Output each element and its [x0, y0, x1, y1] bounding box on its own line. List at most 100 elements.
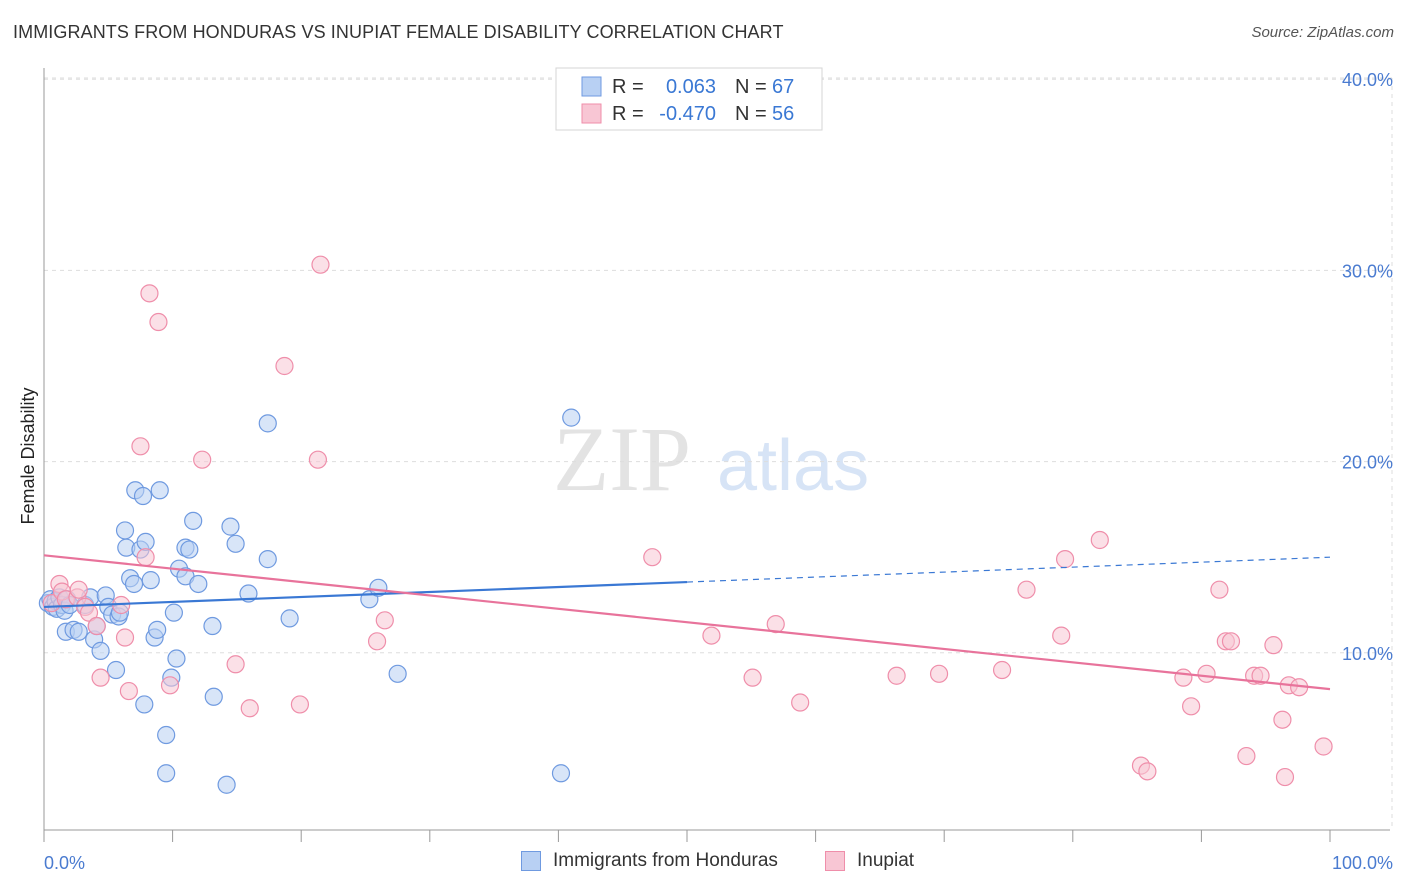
trend-lines — [43, 554, 1331, 691]
inupiat-point — [375, 611, 394, 630]
inupiat-point — [887, 666, 906, 685]
inupiat-point — [743, 668, 762, 687]
inupiat-point — [1174, 668, 1193, 687]
inupiat-point — [290, 695, 310, 714]
y-tick-label: 10.0% — [1342, 644, 1393, 664]
honduras-point — [157, 764, 176, 783]
honduras-point — [551, 764, 571, 783]
legend-item-inupiat: Inupiat — [825, 850, 914, 872]
inupiat-point — [119, 681, 138, 701]
stats-swatch-pink — [581, 103, 602, 124]
inupiat-point — [1138, 762, 1157, 781]
inupiat-point — [1275, 767, 1295, 787]
inupiat-point — [1052, 626, 1071, 645]
inupiat-point — [766, 615, 785, 634]
honduras-point — [150, 481, 169, 500]
stats-n-label-blue: N = — [735, 76, 767, 98]
stats-n-value-pink: 56 — [772, 103, 794, 125]
inupiat-point — [1273, 710, 1292, 729]
honduras-point — [221, 517, 240, 536]
inupiat-point — [87, 616, 106, 636]
inupiat-point — [160, 676, 180, 695]
x-tick-labels: 0.0% 100.0% — [44, 853, 1393, 873]
honduras-point — [369, 578, 388, 597]
inupiat-point — [367, 632, 387, 651]
inupiat-point — [69, 580, 88, 599]
inupiat-point — [240, 699, 259, 718]
inupiat-point — [1221, 632, 1241, 651]
stats-r-label-blue: R = — [612, 76, 644, 98]
inupiat-point — [131, 437, 150, 456]
y-tick-label: 20.0% — [1342, 453, 1393, 473]
inupiat-point — [308, 450, 328, 469]
legend-swatch-pink — [825, 851, 845, 871]
honduras-point — [164, 603, 183, 622]
honduras-point — [133, 486, 153, 506]
inupiat-point — [149, 312, 168, 332]
inupiat-point — [1197, 664, 1216, 683]
inupiat-point — [702, 626, 721, 645]
stats-r-value-pink: -0.470 — [659, 103, 716, 125]
inupiat-point — [1017, 580, 1036, 599]
watermark-atlas: atlas — [717, 426, 869, 506]
x-tick-label: 100.0% — [1332, 853, 1393, 873]
inupiat-point — [929, 664, 949, 683]
source-label: Source: ZipAtlas.com — [1251, 24, 1394, 41]
inupiat-point — [1251, 666, 1270, 685]
inupiat-point — [992, 660, 1012, 680]
honduras-point — [562, 408, 581, 427]
honduras-point — [226, 534, 245, 553]
honduras-point — [258, 414, 277, 433]
inupiat-point — [1182, 697, 1201, 716]
honduras-point — [204, 687, 223, 706]
stats-swatch-blue — [581, 76, 602, 97]
y-axis-title: Female Disability — [18, 387, 38, 524]
inupiat-point — [275, 356, 294, 376]
honduras-point — [106, 660, 126, 680]
y-tick-labels: 10.0% 20.0% 30.0% 40.0% — [1342, 70, 1393, 664]
honduras-point — [135, 695, 154, 714]
stats-n-label-pink: N = — [735, 103, 767, 125]
honduras-trend-extension — [686, 556, 1331, 583]
honduras-point — [115, 521, 135, 540]
inupiat-point — [115, 628, 135, 647]
data-points — [38, 255, 1333, 794]
chart-title: IMMIGRANTS FROM HONDURAS VS INUPIAT FEMA… — [13, 22, 784, 42]
stats-box: R = 0.063 N = 67 R = -0.470 N = 56 — [555, 67, 823, 131]
inupiat-point — [1210, 580, 1229, 599]
x-tick-label: 0.0% — [44, 853, 85, 873]
honduras-point — [388, 664, 407, 683]
inupiat-point — [91, 668, 110, 687]
inupiat-point — [1314, 737, 1333, 756]
honduras-point — [203, 616, 222, 636]
inupiat-point — [1055, 550, 1075, 569]
stats-r-value-blue: 0.063 — [666, 76, 716, 98]
honduras-point — [167, 649, 186, 668]
honduras-point — [280, 609, 299, 628]
honduras-point — [258, 550, 277, 569]
honduras-point — [180, 540, 199, 559]
honduras-point — [69, 622, 88, 641]
inupiat-point — [140, 284, 159, 303]
axes — [43, 68, 1390, 842]
legend: Immigrants from Honduras Inupiat — [0, 850, 1406, 880]
legend-swatch-blue — [521, 851, 541, 871]
honduras-point — [157, 725, 176, 745]
honduras-point — [217, 775, 236, 794]
honduras-point — [124, 574, 144, 594]
inupiat-point — [1264, 636, 1283, 655]
inupiat-point — [136, 548, 155, 567]
legend-item-honduras: Immigrants from Honduras — [521, 850, 778, 872]
inupiat-point — [791, 693, 810, 712]
inupiat-point — [193, 450, 212, 469]
honduras-point — [136, 532, 155, 552]
honduras-point — [141, 571, 160, 590]
honduras-point — [148, 620, 167, 639]
y-tick-label: 30.0% — [1342, 261, 1393, 281]
honduras-trend-line — [43, 580, 688, 609]
honduras-point — [91, 641, 110, 660]
inupiat-point — [643, 548, 662, 567]
inupiat-point — [1237, 746, 1256, 766]
inupiat-point — [311, 255, 330, 274]
inupiat-point — [226, 655, 245, 674]
